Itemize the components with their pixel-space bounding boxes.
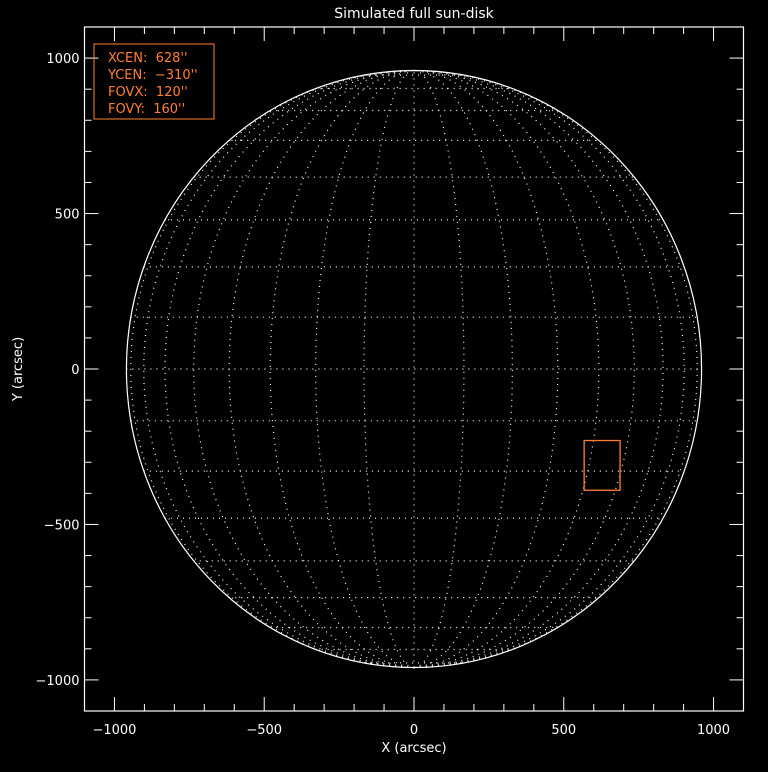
legend-fovy: FOVY: 160'': [108, 102, 185, 117]
longitude-line: [130, 69, 415, 669]
legend-box: [93, 43, 215, 120]
longitude-line: [413, 69, 559, 669]
sun-disk: [125, 69, 703, 669]
y-tick-label: −1000: [36, 674, 80, 689]
y-tick-label: 0: [71, 363, 79, 378]
longitude-line: [413, 69, 664, 669]
longitude-line: [413, 69, 698, 669]
x-tick-label: 0: [410, 723, 418, 738]
legend-ycen: YCEN: −310'': [107, 68, 198, 83]
x-tick-label: −500: [246, 723, 282, 738]
longitude-line: [413, 69, 685, 669]
longitude-line: [193, 69, 415, 669]
longitude-line: [269, 69, 415, 669]
y-axis-label: Y (arcsec): [11, 337, 26, 402]
chart-title: Simulated full sun-disk: [334, 6, 494, 22]
solar-limb: [125, 69, 703, 669]
x-tick-label: 1000: [697, 723, 730, 738]
longitude-line: [143, 69, 415, 669]
longitude-line: [164, 69, 415, 669]
legend-fovx: FOVX: 120'': [108, 85, 188, 100]
y-tick-label: 1000: [46, 52, 79, 67]
x-tick-label: 500: [551, 723, 576, 738]
longitude-line: [363, 69, 415, 669]
plot-frame: [83, 26, 745, 712]
legend-xcen: XCEN: 628'': [108, 51, 188, 66]
axes: [83, 26, 745, 712]
longitude-line: [413, 69, 465, 669]
longitude-line: [413, 69, 600, 669]
y-tick-label: −500: [44, 518, 80, 533]
x-tick-label: −1000: [92, 723, 136, 738]
x-axis-label: X (arcsec): [381, 741, 446, 756]
fov-box: [583, 439, 621, 491]
legend: XCEN: 628'' YCEN: −310'' FOVX: 120'' FOV…: [93, 43, 215, 120]
longitude-line: [413, 69, 514, 669]
longitude-line: [228, 69, 415, 669]
longitude-line: [314, 69, 415, 669]
y-tick-label: 500: [55, 208, 80, 223]
